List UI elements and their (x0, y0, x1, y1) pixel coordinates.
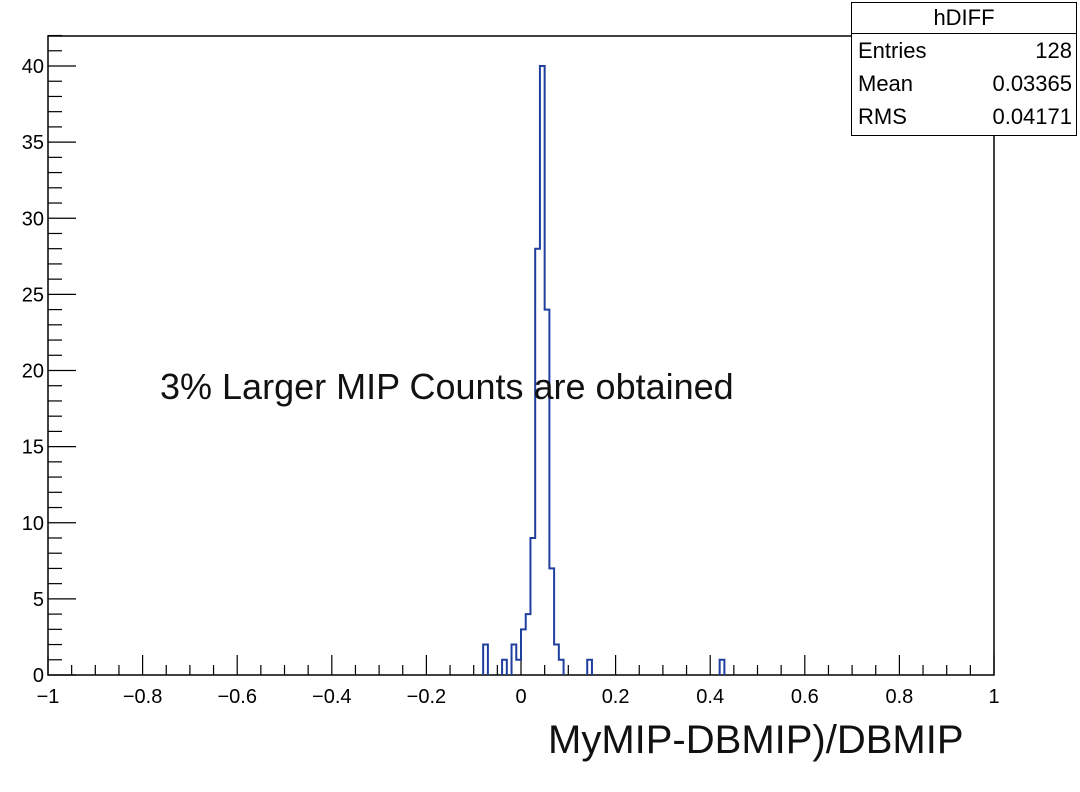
y-tick-label: 30 (22, 208, 44, 230)
y-tick-label: 40 (22, 56, 44, 78)
stats-entries-value: 128 (1035, 38, 1072, 63)
x-tick-label: −1 (37, 686, 60, 708)
x-tick-label: 0.2 (602, 686, 630, 708)
x-axis-label: MyMIP-DBMIP)/DBMIP (548, 718, 964, 762)
stats-box: hDIFF Entries 128 Mean 0.03365 RMS 0.041… (851, 2, 1077, 136)
y-tick-label: 25 (22, 284, 44, 306)
histogram-outline (482, 65, 726, 675)
axis-tick-labels: −1 −0.8 −0.6 −0.4 −0.2 0 0.2 0.4 0.6 0.8 105101520… (22, 56, 1000, 708)
x-tick-label: −0.4 (312, 686, 351, 708)
x-tick-label: −0.8 (123, 686, 162, 708)
stats-mean-value: 0.03365 (992, 71, 1072, 96)
y-tick-label: 10 (22, 513, 44, 535)
x-tick-label: −0.2 (407, 686, 446, 708)
stats-row-rms: RMS 0.04171 (852, 100, 1076, 133)
x-tick-label: 1 (988, 686, 999, 708)
x-tick-label: 0 (515, 686, 526, 708)
stats-row-entries: Entries 128 (852, 34, 1076, 67)
y-tick-label: 35 (22, 132, 44, 154)
stats-rms-value: 0.04171 (992, 104, 1072, 129)
y-tick-label: 5 (33, 589, 44, 611)
stats-entries-label: Entries (858, 38, 927, 63)
x-tick-label: −0.6 (217, 686, 256, 708)
chart-annotation: 3% Larger MIP Counts are obtained (160, 366, 734, 407)
y-tick-label: 15 (22, 437, 44, 459)
x-tick-label: 0.8 (885, 686, 913, 708)
x-tick-label: 0.6 (791, 686, 819, 708)
stats-mean-label: Mean (858, 71, 914, 96)
x-tick-label: 0.4 (696, 686, 724, 708)
stats-rms-label: RMS (858, 104, 907, 129)
axis-ticks (47, 34, 995, 676)
y-tick-label: 0 (33, 665, 44, 687)
y-tick-label: 20 (22, 361, 44, 383)
stats-box-title: hDIFF (852, 3, 1076, 34)
stats-row-mean: Mean 0.03365 (852, 67, 1076, 100)
